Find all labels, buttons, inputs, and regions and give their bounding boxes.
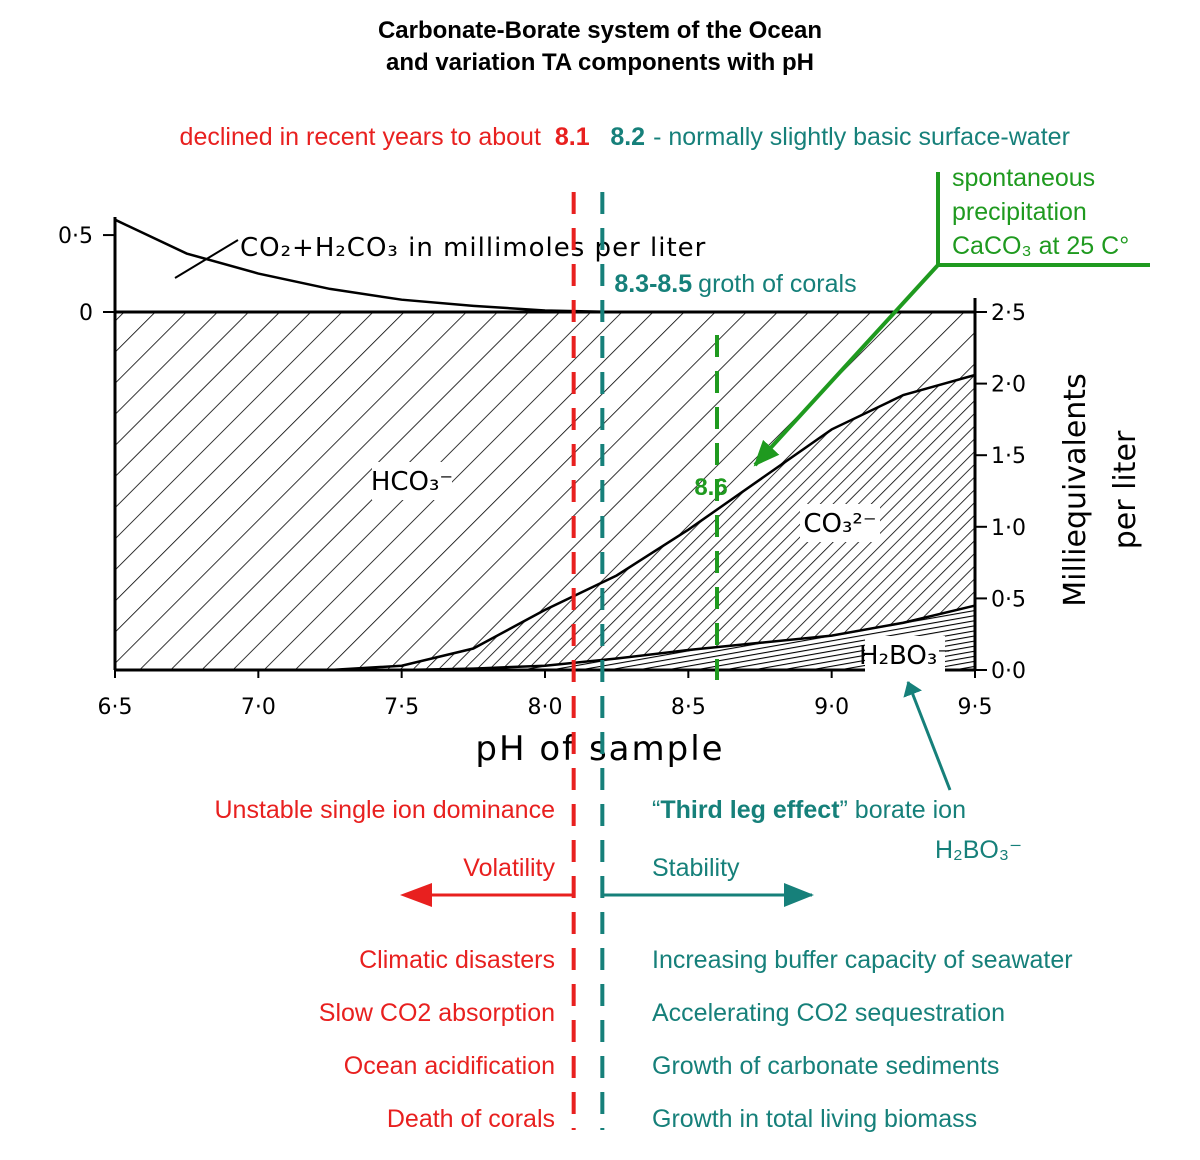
series-label: CO₂+H₂CO₃ in millimoles per liter [240,233,706,263]
marker-value: 8.2 [610,123,645,151]
y-tick-label: 1·0 [991,516,1026,541]
label-bg [865,636,945,674]
left-arrowhead [400,883,432,907]
annotations: declined in recent years to about 8.1 8.2-… [180,123,1150,1133]
title-line: Carbonate-Borate system of the Ocean [378,17,822,44]
right-heading: “Third leg effect” borate ion [652,796,966,824]
x-tick-label: 6·5 [98,695,133,720]
marker-text: CaCO₃ at 25 C° [952,232,1129,260]
right-item: Growth in total living biomass [652,1105,977,1133]
marker-text: spontaneous [952,164,1095,192]
coral-text: groth of corals [698,270,856,298]
marker-text: declined in recent years to about [180,123,541,151]
y-axis-label: Milliequivalents [1058,373,1093,606]
marker-text: precipitation [952,198,1087,226]
marker-value: 8.6 [694,474,727,501]
x-tick-label: 8·0 [528,695,563,720]
x-tick-label: 9·5 [958,695,993,720]
pointer-arrow [753,263,940,467]
bold-term: Third leg effect [660,796,840,824]
marker-text: - normally slightly basic surface-water [653,123,1070,151]
label-bg [800,504,880,542]
y-tick-label: 2·5 [991,301,1026,326]
area-fill [115,312,975,670]
marker-value: 8.1 [555,123,590,151]
y-tick-label: 1·5 [991,444,1026,469]
borate-ion: H₂BO₃⁻ [935,836,1022,864]
left-item: Slow CO2 absorption [319,999,555,1027]
x-tick-label: 7·5 [384,695,419,720]
right-arrow-label: Stability [652,854,740,882]
series-label: CO₃²⁻ [803,509,876,539]
series-label: H₂BO₃⁻ [859,641,951,671]
right-item: Accelerating CO2 sequestration [652,999,1005,1027]
marker-note: declined in recent years to about 8.1 [180,123,590,151]
area-fill [115,375,975,670]
left-item: Climatic disasters [359,946,555,974]
y2-tick-label: 0 [79,301,93,326]
left-item: Ocean acidification [344,1052,555,1080]
plot: 6·5 7·0 7·5 8·0 8·5 9·0 9·5 0·0 0·5 1·0 1·5 2·0 2·5 0… [58,217,1143,769]
x-axis-label: pH of sample [475,729,724,769]
coral-note: 8.3-8.5 groth of corals [614,270,856,298]
leader [174,239,239,279]
right-item: Increasing buffer capacity of seawater [652,946,1073,974]
y2-tick-label: 0·5 [58,224,93,249]
area-fill [115,605,975,670]
x-tick-label: 9·0 [814,695,849,720]
marker-note: 8.2 - normally slightly basic surface-wat… [610,123,1070,151]
x-tick-label: 8·5 [671,695,706,720]
y-axis-label: per liter [1108,430,1143,549]
label-bg [372,462,452,500]
x-tick-label: 7·0 [241,695,276,720]
y-tick-label: 0·5 [991,587,1026,612]
quote: “ [652,796,660,824]
heading-text: ” borate ion [840,796,966,824]
y-tick-label: 2·0 [991,373,1026,398]
left-heading: Unstable single ion dominance [215,796,556,824]
series-label: HCO₃⁻ [371,467,453,497]
pointer-arrow [903,681,952,791]
left-item: Death of corals [387,1105,555,1133]
right-item: Growth of carbonate sediments [652,1052,999,1080]
left-arrow-label: Volatility [463,854,555,882]
y-tick-label: 0·0 [991,659,1026,684]
title-line: and variation TA components with pH [386,49,814,76]
coral-range: 8.3-8.5 [614,270,692,298]
